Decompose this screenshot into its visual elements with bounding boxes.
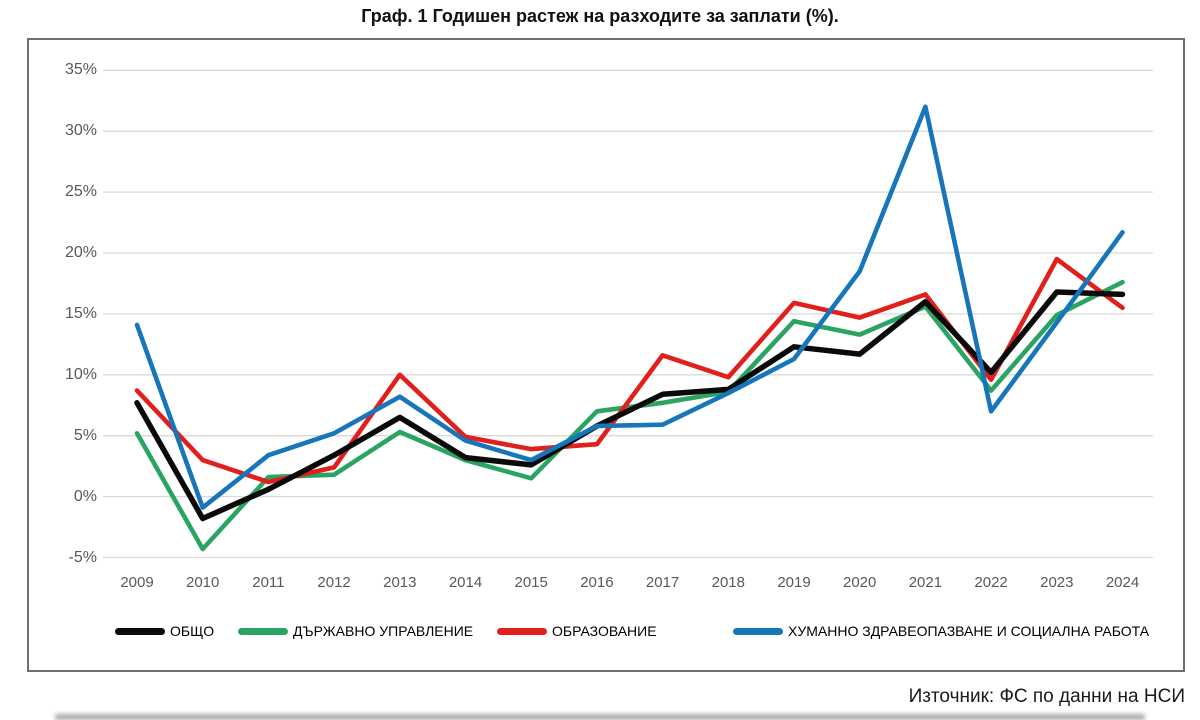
x-axis-label: 2014 xyxy=(448,574,483,591)
x-axis-label: 2009 xyxy=(120,574,154,591)
chart-title: Граф. 1 Годишен растеж на разходите за з… xyxy=(361,6,839,26)
source-note: Източник: ФС по данни на НСИ xyxy=(908,686,1185,707)
series-line-4 xyxy=(134,104,1125,510)
legend-swatch-icon xyxy=(497,627,547,635)
x-axis-label: 2010 xyxy=(186,574,220,591)
legend-label: ХУМАННО ЗДРАВЕОПАЗВАНЕ И СОЦИАЛНА РАБОТА xyxy=(788,623,1150,639)
x-axis-label: 2020 xyxy=(843,574,877,591)
y-axis-label: 30% xyxy=(64,122,97,140)
y-axis-label: 25% xyxy=(64,183,97,201)
y-axis-label: 20% xyxy=(64,244,97,261)
x-axis-label: 2015 xyxy=(514,574,548,591)
x-axis-label: 2011 xyxy=(252,574,285,591)
line-chart-canvas xyxy=(103,69,1153,559)
cropped-content-edge xyxy=(55,714,1145,720)
legend-item: ОБЩО xyxy=(115,622,214,640)
x-axis-label: 2019 xyxy=(777,574,811,591)
chart-box: 35% 30% 25% 20% 15% 10% 5% 0% -5% 2009 2010 2011 20… xyxy=(27,38,1185,672)
x-axis-label: 2017 xyxy=(645,574,680,591)
x-axis-label: 2024 xyxy=(1105,574,1140,591)
legend-label: ДЪРЖАВНО УПРАВЛЕНИЕ xyxy=(293,623,474,639)
legend-swatch-icon xyxy=(733,627,783,635)
x-axis-label: 2016 xyxy=(580,574,614,591)
x-axis-label: 2022 xyxy=(974,574,1008,591)
y-axis-label: 10% xyxy=(64,365,97,383)
y-axis-label: 15% xyxy=(64,304,97,322)
legend-label: ОБРАЗОВАНИЕ xyxy=(552,623,657,639)
legend-item: ОБРАЗОВАНИЕ xyxy=(497,622,657,640)
x-axis-label: 2012 xyxy=(317,574,351,591)
series-line-1 xyxy=(134,289,1126,522)
x-axis-label: 2018 xyxy=(711,574,745,591)
legend-swatch-icon xyxy=(238,627,288,635)
legend-item: ДЪРЖАВНО УПРАВЛЕНИЕ xyxy=(238,622,473,640)
x-axis-label: 2023 xyxy=(1040,574,1074,591)
legend-swatch-icon xyxy=(115,627,165,635)
legend-item: ХУМАННО ЗДРАВЕОПАЗВАНЕ И СОЦИАЛНА РАБОТА xyxy=(733,622,1149,640)
x-axis-label: 2013 xyxy=(383,574,417,591)
y-axis-label: -5% xyxy=(68,548,97,566)
series-line-2 xyxy=(134,279,1125,552)
y-axis-label: 5% xyxy=(73,426,97,444)
y-axis-label: 0% xyxy=(73,487,97,505)
y-axis-label: 35% xyxy=(64,61,97,79)
x-axis-label: 2021 xyxy=(908,574,943,591)
legend-label: ОБЩО xyxy=(170,623,215,639)
